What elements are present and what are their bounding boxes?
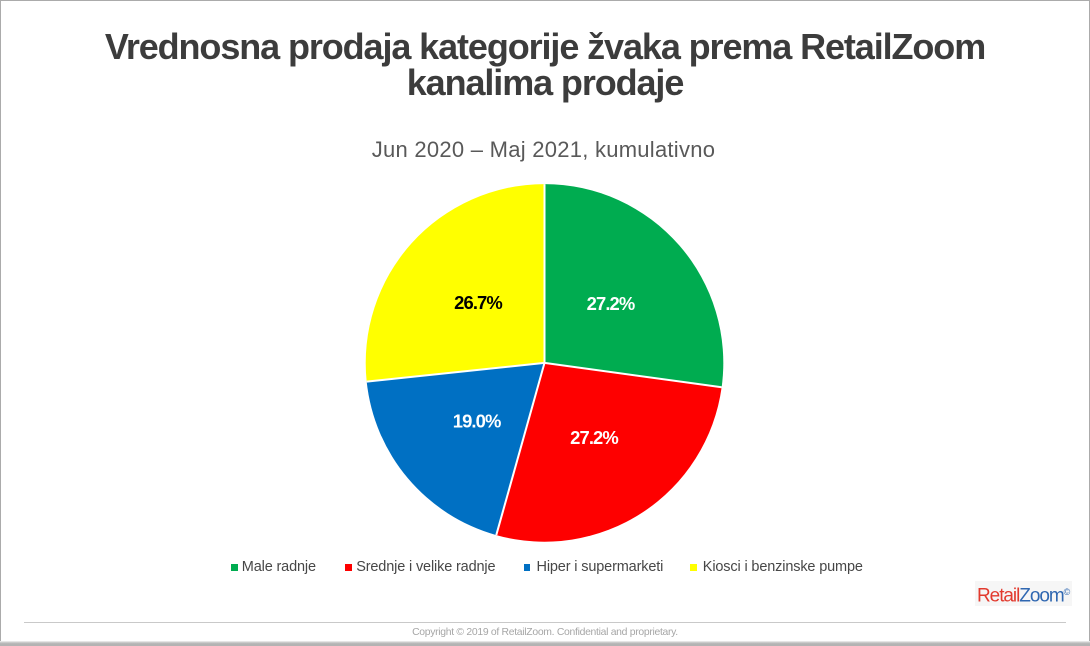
svg-text:19.0%: 19.0% bbox=[453, 411, 501, 432]
svg-text:27.2%: 27.2% bbox=[570, 427, 618, 448]
svg-text:26.7%: 26.7% bbox=[454, 292, 502, 313]
svg-text:27.2%: 27.2% bbox=[587, 293, 635, 314]
